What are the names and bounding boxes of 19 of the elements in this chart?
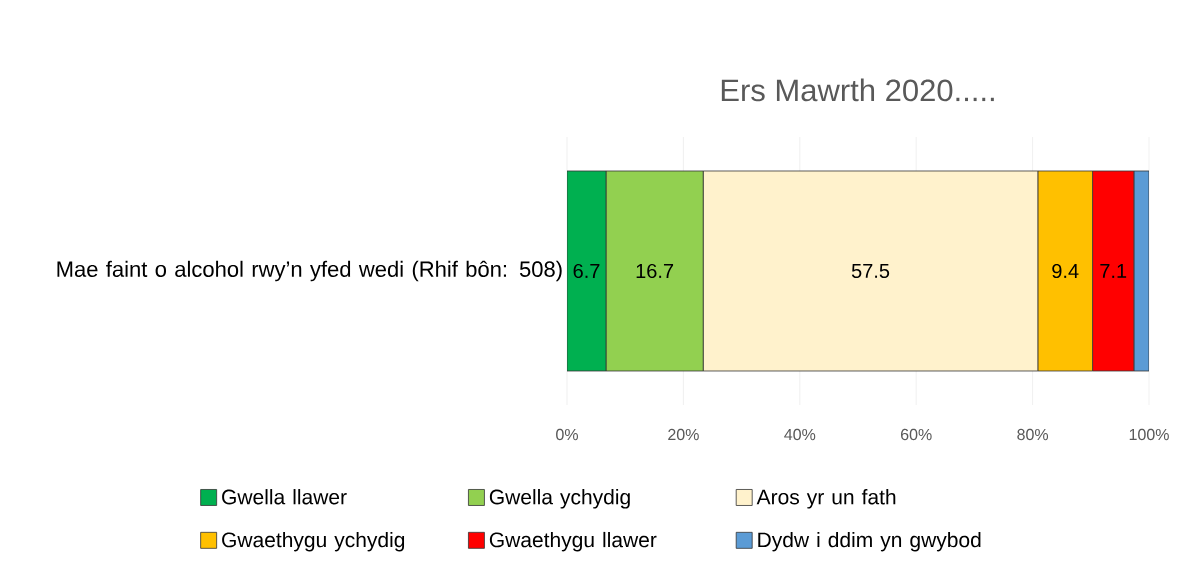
x-tick-label: 60% — [901, 428, 932, 441]
data-label: 16.7 — [636, 263, 674, 279]
legend-label: Gwaethygu ychydig — [222, 531, 405, 552]
y-tick-label: Mae faint o alcohol rwy’n yfed wedi (Rhif bôn: 508) — [57, 260, 562, 282]
x-tick-label: 100% — [1129, 428, 1169, 441]
legend-label: Aros yr un fath — [756, 489, 896, 509]
x-tick-label: 80% — [1017, 428, 1049, 441]
data-label: 9.4 — [1052, 263, 1079, 279]
legend-label: Gwella ychydig — [489, 489, 630, 509]
legend-label: Gwaethygu llawer — [489, 531, 657, 552]
legend-label: Dydw i ddim yn gwybod — [758, 531, 981, 552]
x-tick-label: 20% — [668, 428, 699, 441]
data-label: 6.7 — [573, 263, 600, 279]
chart-title: Ers Mawrth 2020..... — [721, 78, 994, 102]
data-label: 57.5 — [851, 264, 890, 278]
data-label: 7.1 — [1100, 264, 1127, 278]
legend-label: Gwella llawer — [222, 489, 347, 505]
x-tick-label: 0% — [556, 428, 578, 441]
x-tick-label: 40% — [784, 428, 816, 441]
